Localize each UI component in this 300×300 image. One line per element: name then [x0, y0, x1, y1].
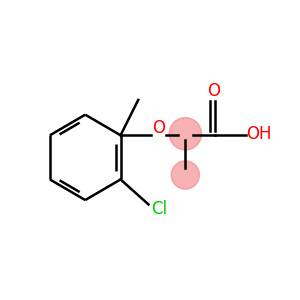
Text: Cl: Cl	[151, 200, 167, 218]
Circle shape	[171, 161, 200, 189]
Circle shape	[169, 118, 202, 150]
Text: OH: OH	[246, 125, 272, 143]
Text: O: O	[207, 82, 220, 100]
Text: O: O	[152, 119, 165, 137]
